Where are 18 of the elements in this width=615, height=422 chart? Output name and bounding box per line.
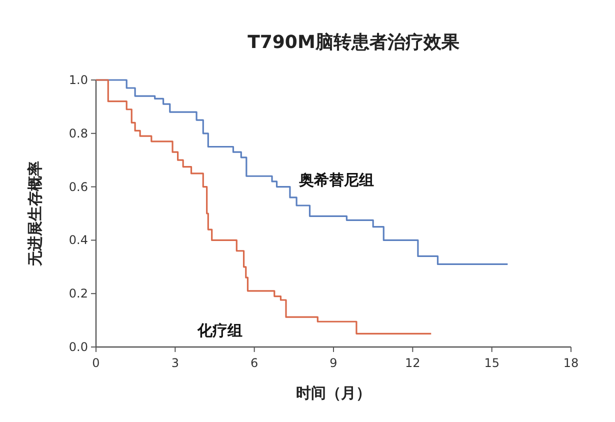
x-tick-label: 12 bbox=[405, 356, 420, 370]
y-tick-label: 0.6 bbox=[68, 180, 88, 194]
y-tick-label: 0.4 bbox=[68, 233, 88, 248]
x-tick-label: 3 bbox=[171, 356, 179, 370]
x-tick-label: 15 bbox=[484, 356, 500, 370]
chart-title: T790M脑转患者治疗效果 bbox=[248, 32, 460, 53]
x-tick-label: 0 bbox=[92, 356, 100, 370]
x-tick-label: 6 bbox=[250, 356, 258, 370]
y-axis-title: 无进展生存概率 bbox=[26, 161, 44, 267]
y-tick-label: 0.0 bbox=[68, 340, 88, 354]
series-label: 奥希替尼组 bbox=[298, 170, 374, 189]
x-tick-label: 18 bbox=[563, 356, 579, 370]
y-tick-label: 1.0 bbox=[68, 73, 88, 87]
y-tick-label: 0.2 bbox=[68, 286, 88, 301]
x-axis-title: 时间（月） bbox=[296, 384, 371, 402]
x-tick-label: 9 bbox=[330, 356, 338, 370]
y-tick-label: 0.8 bbox=[68, 126, 88, 140]
text: 化疗组 bbox=[196, 322, 243, 340]
